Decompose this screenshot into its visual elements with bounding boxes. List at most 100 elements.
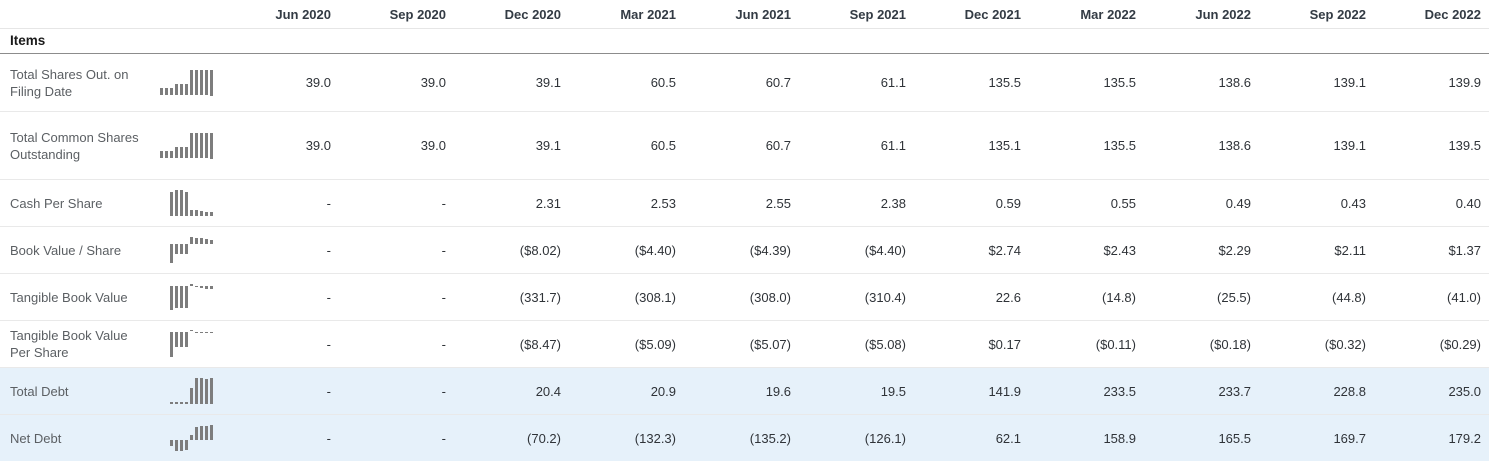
sparkline-cell xyxy=(152,179,224,227)
sparkline-cell xyxy=(152,320,224,368)
cell-value: (308.1) xyxy=(569,273,684,321)
cell-value: (308.0) xyxy=(684,273,799,321)
row-label[interactable]: Book Value / Share xyxy=(0,226,152,274)
cell-value: (135.2) xyxy=(684,414,799,461)
row-label[interactable]: Tangible Book Value Per Share xyxy=(0,320,152,368)
row-label[interactable]: Total Debt xyxy=(0,367,152,415)
items-section-title: Items xyxy=(0,28,1489,54)
cell-value: ($5.09) xyxy=(569,320,684,368)
sparkline-cell xyxy=(152,273,224,321)
header-spacer-sparkline xyxy=(152,0,224,29)
cell-value: 20.4 xyxy=(454,367,569,415)
sparkline-chart xyxy=(160,188,218,218)
cell-value: (310.4) xyxy=(799,273,914,321)
cell-value: 135.5 xyxy=(914,53,1029,112)
cell-value: - xyxy=(224,367,339,415)
cell-value: (14.8) xyxy=(1029,273,1144,321)
row-label[interactable]: Net Debt xyxy=(0,414,152,461)
cell-value: 22.6 xyxy=(914,273,1029,321)
column-header: Jun 2020 xyxy=(224,0,339,29)
cell-value: (44.8) xyxy=(1259,273,1374,321)
row-label[interactable]: Total Shares Out. on Filing Date xyxy=(0,53,152,112)
cell-value: - xyxy=(339,226,454,274)
table-row[interactable]: Total Debt - -20.4 20.9 19.6 19.5 141.9 233.5 23… xyxy=(0,367,1489,415)
cell-value: 135.1 xyxy=(914,111,1029,180)
cell-value: $2.11 xyxy=(1259,226,1374,274)
sparkline-chart xyxy=(160,131,218,161)
column-header: Sep 2021 xyxy=(799,0,914,29)
header-row: Jun 2020 Sep 2020 Dec 2020 Mar 2021 Jun … xyxy=(0,0,1489,29)
column-header: Jun 2021 xyxy=(684,0,799,29)
cell-value: 60.7 xyxy=(684,53,799,112)
cell-value: (331.7) xyxy=(454,273,569,321)
cell-value: ($0.32) xyxy=(1259,320,1374,368)
table-row[interactable]: Total Common Shares Outstanding 39.0 39.0 3… xyxy=(0,111,1489,180)
cell-value: 139.5 xyxy=(1374,111,1489,180)
cell-value: - xyxy=(224,273,339,321)
cell-value: (126.1) xyxy=(799,414,914,461)
sparkline-chart xyxy=(160,329,218,359)
cell-value: 138.6 xyxy=(1144,111,1259,180)
cell-value: 19.5 xyxy=(799,367,914,415)
table-row[interactable]: Tangible Book Value - - (331.7) (308.1) (308.… xyxy=(0,273,1489,321)
cell-value: 169.7 xyxy=(1259,414,1374,461)
table-row[interactable]: Net Debt - - (70.2) (132.3) (135.2) (126.1) 62.… xyxy=(0,414,1489,461)
cell-value: 60.5 xyxy=(569,53,684,112)
cell-value: 2.38 xyxy=(799,179,914,227)
cell-value: 39.1 xyxy=(454,53,569,112)
cell-value: 62.1 xyxy=(914,414,1029,461)
cell-value: 0.59 xyxy=(914,179,1029,227)
row-label[interactable]: Total Common Shares Outstanding xyxy=(0,111,152,180)
row-label[interactable]: Cash Per Share xyxy=(0,179,152,227)
column-header: Sep 2020 xyxy=(339,0,454,29)
column-header: Sep 2022 xyxy=(1259,0,1374,29)
cell-value: (41.0) xyxy=(1374,273,1489,321)
cell-value: 141.9 xyxy=(914,367,1029,415)
cell-value: 139.9 xyxy=(1374,53,1489,112)
cell-value: 2.55 xyxy=(684,179,799,227)
cell-value: 135.5 xyxy=(1029,53,1144,112)
header-spacer-label xyxy=(0,0,152,29)
column-header: Mar 2022 xyxy=(1029,0,1144,29)
table-row[interactable]: Tangible Book Value Per Share - - ($8.47) ($… xyxy=(0,320,1489,368)
cell-value: - xyxy=(339,414,454,461)
items-section-row: Items xyxy=(0,28,1489,54)
table-row[interactable]: Book Value / Share - - ($8.02) ($4.40) ($4.39… xyxy=(0,226,1489,274)
cell-value: 0.49 xyxy=(1144,179,1259,227)
table-row[interactable]: Cash Per Share - -2.31 2.53 2.55 2.38 0.59 0.55… xyxy=(0,179,1489,227)
row-label[interactable]: Tangible Book Value xyxy=(0,273,152,321)
cell-value: ($8.02) xyxy=(454,226,569,274)
cell-value: 233.7 xyxy=(1144,367,1259,415)
cell-value: 135.5 xyxy=(1029,111,1144,180)
sparkline-cell xyxy=(152,414,224,461)
cell-value: 2.31 xyxy=(454,179,569,227)
cell-value: - xyxy=(224,226,339,274)
cell-value: 233.5 xyxy=(1029,367,1144,415)
cell-value: (70.2) xyxy=(454,414,569,461)
sparkline-chart xyxy=(160,235,218,265)
cell-value: 39.0 xyxy=(224,111,339,180)
cell-value: 0.40 xyxy=(1374,179,1489,227)
sparkline-chart xyxy=(160,68,218,98)
cell-value: 39.1 xyxy=(454,111,569,180)
column-header: Jun 2022 xyxy=(1144,0,1259,29)
cell-value: (25.5) xyxy=(1144,273,1259,321)
cell-value: 39.0 xyxy=(339,53,454,112)
cell-value: - xyxy=(224,320,339,368)
cell-value: 165.5 xyxy=(1144,414,1259,461)
cell-value: 139.1 xyxy=(1259,53,1374,112)
cell-value: $2.29 xyxy=(1144,226,1259,274)
cell-value: 39.0 xyxy=(339,111,454,180)
cell-value: $2.74 xyxy=(914,226,1029,274)
cell-value: 0.43 xyxy=(1259,179,1374,227)
sparkline-cell xyxy=(152,367,224,415)
cell-value: ($0.29) xyxy=(1374,320,1489,368)
cell-value: 20.9 xyxy=(569,367,684,415)
cell-value: - xyxy=(339,179,454,227)
cell-value: 228.8 xyxy=(1259,367,1374,415)
table-row[interactable]: Total Shares Out. on Filing Date 39.0 39.0… xyxy=(0,53,1489,112)
cell-value: 235.0 xyxy=(1374,367,1489,415)
cell-value: 139.1 xyxy=(1259,111,1374,180)
